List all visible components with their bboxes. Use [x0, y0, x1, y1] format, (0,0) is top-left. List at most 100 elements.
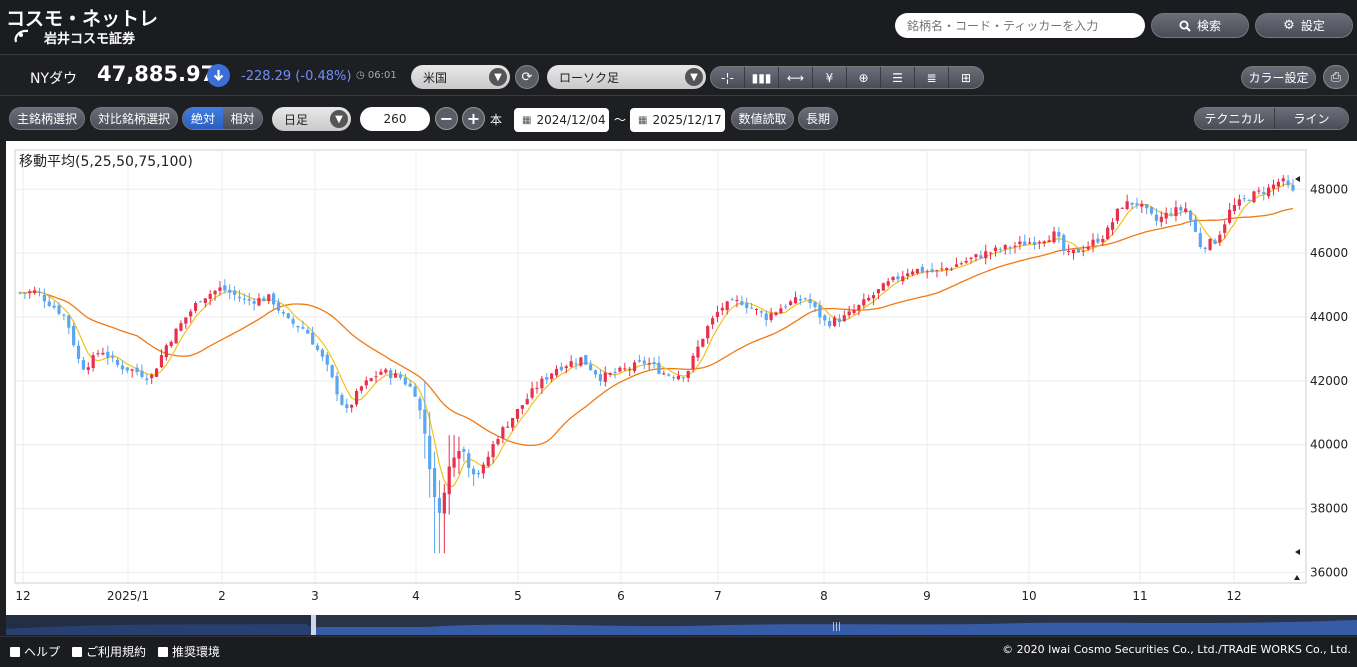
volume-bars-icon[interactable]: ▮▮▮: [745, 67, 779, 88]
horizontal-arrows-icon[interactable]: ⟷: [779, 67, 813, 88]
candle-body: [91, 355, 95, 368]
terms-link[interactable]: ご利用規約: [72, 643, 146, 660]
candle-body: [632, 362, 637, 372]
candle-body: [969, 257, 973, 259]
price-change: -228.29 (-0.48%): [241, 69, 352, 84]
grid-icon[interactable]: ⊞: [960, 70, 972, 85]
candle-body: [354, 391, 359, 405]
compare-symbol-button[interactable]: 対比銘柄選択: [90, 107, 178, 130]
technical-tab[interactable]: テクニカル: [1195, 108, 1275, 129]
candle-body: [1179, 207, 1183, 211]
candle-body: [179, 323, 183, 331]
search-input[interactable]: [895, 13, 1145, 38]
candle-body: [706, 326, 710, 339]
help-link-label: ヘルプ: [24, 645, 61, 659]
range-navigator[interactable]: |||: [6, 615, 1357, 635]
settings-button[interactable]: ⚙ 設定: [1255, 13, 1353, 38]
candle-body: [369, 378, 373, 381]
chart-style-select[interactable]: ローソク足 ▼: [547, 65, 706, 89]
candle-body: [613, 371, 617, 374]
candle-body: [286, 313, 290, 319]
market-select[interactable]: 米国 ▼: [411, 65, 510, 89]
candle-body: [530, 388, 534, 398]
candle-body: [447, 466, 451, 495]
candle-body: [72, 325, 76, 346]
candle-body: [515, 409, 520, 419]
candle-body: [384, 369, 388, 373]
env-link[interactable]: 推奨環境: [158, 643, 220, 660]
plus-icon[interactable]: +: [462, 107, 485, 130]
candle-body: [408, 383, 412, 387]
candle-body: [496, 439, 500, 445]
candle-body: [989, 252, 993, 254]
candle-body: [789, 301, 793, 305]
list-icon[interactable]: ☰: [881, 67, 915, 88]
y-tick-label: 38000: [1310, 502, 1348, 516]
candle-body: [906, 273, 910, 276]
candle-body: [1071, 249, 1076, 254]
long-term-button[interactable]: 長期: [798, 107, 838, 130]
help-link[interactable]: ヘルプ: [10, 643, 60, 660]
end-date-input[interactable]: ▦ 2025/12/17: [630, 108, 725, 132]
chart-indicator-title: 移動平均(5,25,50,75,100): [19, 154, 193, 170]
search-list-icon[interactable]: ≣: [915, 67, 949, 88]
candle-body: [735, 299, 739, 301]
candle-body: [1023, 241, 1027, 246]
bar-count-input[interactable]: 260: [360, 107, 430, 131]
candle-body: [28, 291, 32, 294]
candle-body: [520, 405, 524, 409]
candle-body: [345, 404, 349, 408]
candle-body: [42, 295, 46, 302]
candle-body: [1062, 234, 1066, 252]
candle-body: [47, 301, 51, 306]
navigator-handle[interactable]: [311, 615, 316, 635]
candle-body: [901, 276, 905, 282]
read-values-button[interactable]: 数値読取: [731, 107, 794, 130]
zoom-icon[interactable]: ⊕: [847, 67, 881, 88]
search-button[interactable]: 検索: [1151, 13, 1249, 38]
bar-count-unit: 本: [490, 113, 503, 127]
candle-body: [223, 285, 227, 291]
print-icon[interactable]: ⎙: [1323, 65, 1349, 89]
candle-body: [1091, 239, 1095, 246]
candle-body: [915, 268, 920, 274]
relative-toggle[interactable]: 相対: [223, 108, 262, 129]
crosshair-icon[interactable]: -¦-: [711, 67, 745, 88]
candle-body: [540, 378, 544, 389]
candle-body: [696, 346, 700, 358]
period-select[interactable]: 日足 ▼: [272, 107, 351, 131]
candle-body: [642, 360, 646, 364]
main-symbol-button[interactable]: 主銘柄選択: [9, 107, 85, 130]
refresh-icon[interactable]: ⟳: [515, 65, 539, 89]
yen-icon[interactable]: ¥: [813, 67, 847, 88]
candle-body: [715, 312, 720, 318]
line-tab[interactable]: ライン: [1275, 108, 1348, 129]
candle-body: [1213, 240, 1217, 245]
candle-body: [662, 373, 666, 375]
candle-body: [486, 456, 490, 466]
candle-body: [379, 371, 383, 375]
candle-body: [272, 293, 276, 305]
calendar-icon: ▦: [522, 114, 532, 126]
candle-body: [1188, 210, 1193, 221]
color-settings-button[interactable]: カラー設定: [1241, 66, 1316, 89]
absolute-toggle[interactable]: 絶対: [183, 108, 223, 129]
candle-body: [150, 374, 154, 379]
candle-body: [267, 294, 271, 302]
candle-body: [511, 417, 515, 428]
period-select-value: 日足: [284, 112, 309, 127]
chart-style-value: ローソク足: [559, 70, 620, 85]
candle-body: [140, 370, 144, 377]
candle-body: [579, 357, 583, 366]
brand-logo-icon: [14, 29, 29, 43]
candle-body: [764, 313, 768, 321]
candle-body: [67, 315, 71, 328]
candle-body: [1247, 200, 1251, 202]
candle-body: [130, 369, 134, 371]
candle-body: [798, 299, 802, 301]
chevron-down-icon: ▼: [489, 68, 507, 86]
price-chart[interactable]: 36000 38000 40000 42000 44000 46000 48000 12 20…: [6, 141, 1357, 615]
candle-body: [608, 373, 612, 375]
minus-icon[interactable]: −: [435, 107, 458, 130]
start-date-input[interactable]: ▦ 2024/12/04: [514, 108, 609, 132]
